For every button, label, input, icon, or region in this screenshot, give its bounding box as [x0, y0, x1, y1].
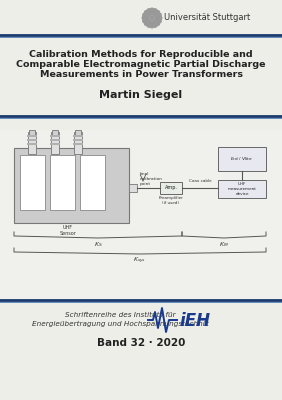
- Circle shape: [147, 14, 150, 17]
- Circle shape: [158, 13, 161, 17]
- Circle shape: [142, 16, 146, 20]
- Circle shape: [147, 19, 150, 22]
- Bar: [52, 130, 58, 135]
- Text: Calibration Methods for Reproducible and: Calibration Methods for Reproducible and: [29, 50, 253, 59]
- Bar: [29, 130, 35, 135]
- Circle shape: [145, 10, 148, 14]
- Circle shape: [143, 19, 146, 23]
- Bar: [50, 143, 60, 144]
- Circle shape: [154, 19, 157, 22]
- Circle shape: [150, 8, 154, 12]
- Bar: [0, 0, 282, 130]
- Text: Amp.: Amp.: [165, 186, 177, 190]
- Circle shape: [143, 13, 146, 17]
- Text: UHF
Sensor: UHF Sensor: [60, 225, 76, 236]
- Bar: [50, 139, 60, 140]
- Circle shape: [153, 9, 157, 12]
- Bar: [218, 180, 266, 198]
- Bar: [28, 132, 36, 154]
- Text: iEH: iEH: [179, 312, 210, 330]
- Bar: [27, 143, 37, 144]
- Bar: [27, 139, 37, 140]
- Bar: [0, 300, 282, 400]
- Circle shape: [150, 24, 154, 28]
- Bar: [73, 139, 83, 140]
- Bar: [50, 155, 75, 210]
- Text: Preamplifier
(if used): Preamplifier (if used): [158, 196, 183, 205]
- Text: UHF
measurement
device: UHF measurement device: [228, 182, 256, 196]
- Text: $K_M$: $K_M$: [219, 240, 229, 249]
- Bar: [218, 147, 266, 171]
- Text: Universität Stuttgart: Universität Stuttgart: [164, 14, 250, 22]
- Bar: [129, 184, 137, 192]
- Circle shape: [147, 9, 151, 12]
- Circle shape: [154, 14, 157, 17]
- Bar: [73, 135, 83, 136]
- Text: $E_{cal}$ / Vlite: $E_{cal}$ / Vlite: [230, 155, 254, 163]
- Text: $K_S$: $K_S$: [94, 240, 102, 249]
- Bar: [80, 155, 105, 210]
- Circle shape: [147, 24, 151, 27]
- Circle shape: [146, 16, 149, 20]
- Circle shape: [149, 21, 152, 24]
- Text: Martin Siegel: Martin Siegel: [100, 90, 182, 100]
- Bar: [73, 143, 83, 144]
- Circle shape: [152, 12, 155, 15]
- Circle shape: [156, 10, 159, 14]
- Bar: [50, 135, 60, 136]
- Circle shape: [149, 12, 152, 15]
- Bar: [20, 155, 45, 210]
- Bar: [75, 130, 81, 135]
- Circle shape: [158, 16, 162, 20]
- Text: Coax cable: Coax cable: [189, 179, 211, 183]
- Circle shape: [145, 22, 148, 26]
- Bar: [160, 182, 182, 194]
- Circle shape: [153, 24, 157, 27]
- Text: $K_{sys}$: $K_{sys}$: [133, 256, 147, 266]
- Text: Schriftenreihe des Instituts für: Schriftenreihe des Instituts für: [65, 312, 175, 318]
- Bar: [14, 148, 129, 223]
- Text: Band 32 · 2020: Band 32 · 2020: [97, 338, 185, 348]
- Circle shape: [155, 16, 158, 20]
- Text: final
calibration
point: final calibration point: [140, 172, 163, 186]
- Text: Measurements in Power Transformers: Measurements in Power Transformers: [39, 70, 243, 79]
- Bar: [74, 132, 82, 154]
- Circle shape: [158, 19, 161, 23]
- Bar: [51, 132, 59, 154]
- Text: Energieübertragung und Hochspannungstechnik: Energieübertragung und Hochspannungstech…: [32, 321, 208, 327]
- Circle shape: [152, 21, 155, 24]
- Circle shape: [156, 22, 159, 26]
- Circle shape: [150, 16, 154, 20]
- Text: Comparable Electromagnetic Partial Discharge: Comparable Electromagnetic Partial Disch…: [16, 60, 266, 69]
- Bar: [27, 135, 37, 136]
